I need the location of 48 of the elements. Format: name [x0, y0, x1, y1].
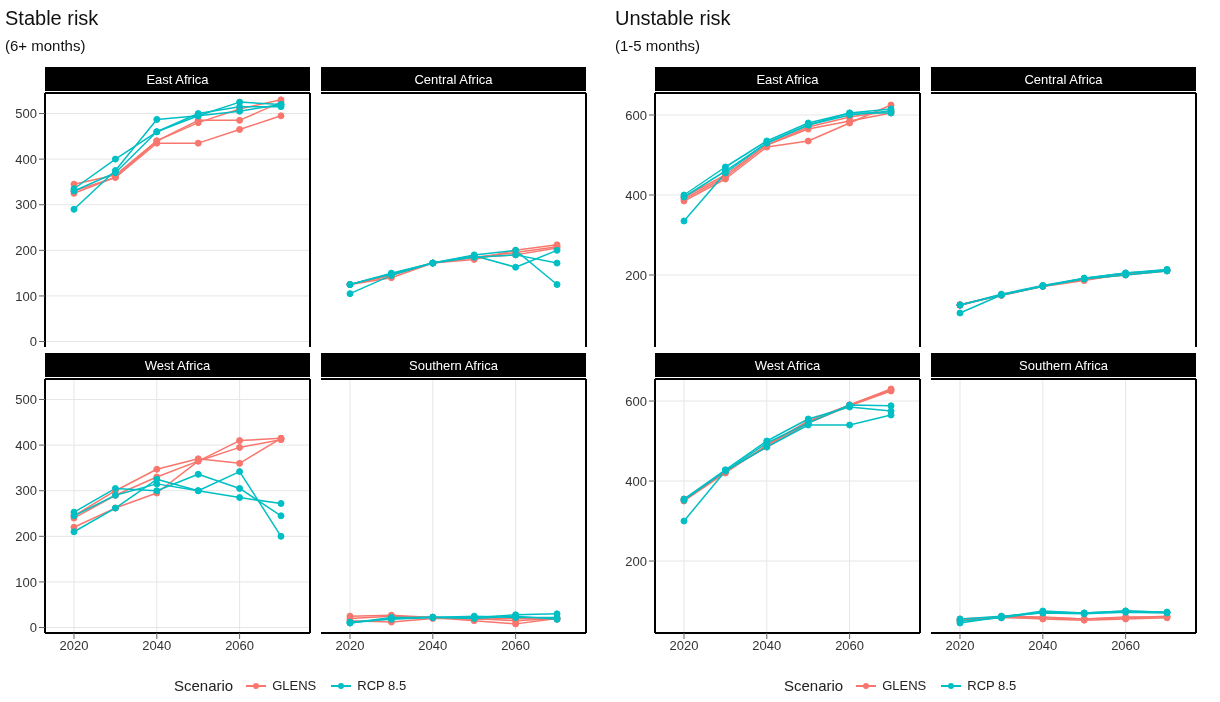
y-tick-label: 100	[15, 288, 37, 304]
x-tick-label: 2040	[1028, 638, 1058, 654]
chart-title: Southern Africa	[409, 357, 498, 373]
x-tick-label: 2020	[669, 638, 699, 654]
y-tick-label: 300	[15, 483, 37, 499]
x-tick-label: 2060	[835, 638, 865, 654]
y-tick-label: 200	[15, 242, 37, 258]
x-tick-label: 2020	[335, 638, 365, 654]
y-tick-label: 500	[15, 392, 37, 408]
y-tick-label: 200	[15, 528, 37, 544]
x-tick-label: 2040	[418, 638, 448, 654]
text: Stable risk	[5, 7, 99, 30]
y-tick-label: 400	[625, 473, 647, 489]
chart-title: West Africa	[754, 357, 821, 373]
chart-title: East Africa	[146, 71, 209, 87]
y-tick-label: 400	[15, 151, 37, 167]
y-tick-label: 400	[625, 187, 647, 203]
y-tick-label: 600	[625, 107, 647, 123]
chart-title: East Africa	[756, 71, 819, 87]
x-tick-label: 2040	[142, 638, 172, 654]
text: (6+ months)	[5, 37, 86, 54]
legend-title: Scenario	[174, 677, 234, 694]
legend-label: RCP 8.5	[357, 678, 407, 693]
chart-title: Southern Africa	[1019, 357, 1108, 373]
y-tick-label: 300	[15, 197, 37, 213]
chart-title: Central Africa	[1024, 71, 1103, 87]
y-tick-label: 600	[625, 393, 647, 409]
legend-label: GLENS	[882, 678, 927, 693]
legend-title: Scenario	[784, 677, 844, 694]
y-tick-label: 200	[625, 553, 647, 569]
y-tick-label: 0	[29, 620, 37, 636]
chart-title: West Africa	[144, 357, 211, 373]
y-tick-label: 500	[15, 106, 37, 122]
chart-title: Central Africa	[414, 71, 493, 87]
x-tick-label: 2060	[225, 638, 255, 654]
y-tick-label: 0	[29, 334, 37, 350]
legend-label: GLENS	[272, 678, 317, 693]
x-tick-label: 2060	[501, 638, 531, 654]
y-tick-label: 400	[15, 437, 37, 453]
x-tick-label: 2020	[945, 638, 975, 654]
y-tick-label: 200	[625, 267, 647, 283]
text: (1-5 months)	[615, 37, 701, 54]
x-tick-label: 2020	[59, 638, 89, 654]
y-tick-label: 100	[15, 574, 37, 590]
legend-label: RCP 8.5	[967, 678, 1017, 693]
text: Unstable risk	[615, 7, 731, 30]
x-tick-label: 2040	[752, 638, 782, 654]
x-tick-label: 2060	[1111, 638, 1141, 654]
